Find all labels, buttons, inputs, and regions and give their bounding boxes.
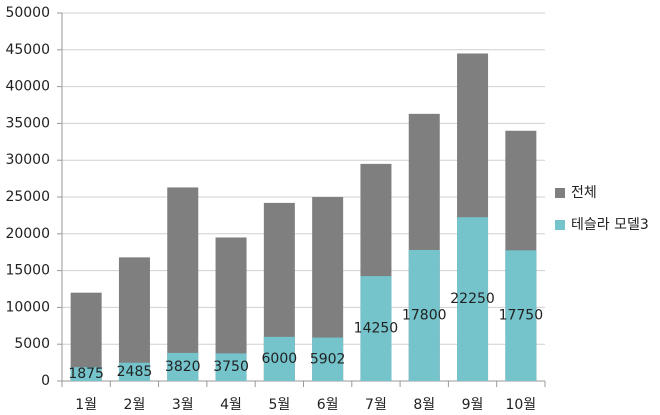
bar bbox=[215, 353, 247, 381]
data-label: 22250 bbox=[450, 291, 495, 307]
bar bbox=[360, 276, 392, 381]
x-tick-label: 3월 bbox=[172, 397, 194, 413]
bar bbox=[118, 362, 150, 381]
legend-swatch bbox=[555, 188, 565, 198]
x-tick-label: 2월 bbox=[124, 397, 146, 413]
bar bbox=[70, 367, 102, 381]
x-tick-label: 5월 bbox=[268, 397, 290, 413]
data-label: 2485 bbox=[117, 364, 153, 380]
legend-swatch bbox=[555, 220, 565, 230]
y-tick-label: 25000 bbox=[5, 189, 50, 205]
data-label: 17800 bbox=[402, 307, 447, 323]
x-tick-label: 1월 bbox=[75, 397, 97, 413]
bar bbox=[457, 217, 489, 381]
legend-label: 테슬라 모델3 bbox=[571, 217, 649, 233]
bar bbox=[408, 249, 440, 381]
bar bbox=[167, 187, 199, 381]
x-tick-label: 9월 bbox=[462, 397, 484, 413]
bar bbox=[167, 352, 199, 381]
x-tick-label: 8월 bbox=[413, 397, 435, 413]
data-label: 5902 bbox=[310, 351, 346, 367]
bar bbox=[312, 337, 344, 381]
bar bbox=[118, 257, 150, 381]
bar bbox=[70, 292, 102, 381]
data-label: 6000 bbox=[262, 351, 298, 367]
data-label: 1875 bbox=[68, 366, 104, 382]
data-label: 3750 bbox=[213, 359, 249, 375]
y-tick-label: 10000 bbox=[5, 299, 50, 315]
data-label: 17750 bbox=[499, 308, 544, 324]
x-tick-label: 6월 bbox=[317, 397, 339, 413]
bar bbox=[505, 250, 537, 381]
x-tick-label: 10월 bbox=[505, 397, 536, 413]
y-tick-label: 50000 bbox=[5, 5, 50, 21]
y-tick-label: 20000 bbox=[5, 226, 50, 242]
data-label: 3820 bbox=[165, 359, 201, 375]
y-tick-label: 30000 bbox=[5, 152, 50, 168]
y-tick-label: 5000 bbox=[14, 336, 50, 352]
y-tick-label: 40000 bbox=[5, 79, 50, 95]
data-label: 14250 bbox=[354, 321, 399, 337]
y-tick-label: 15000 bbox=[5, 263, 50, 279]
bar bbox=[263, 336, 295, 381]
x-tick-label: 7월 bbox=[365, 397, 387, 413]
x-tick-label: 4월 bbox=[220, 397, 242, 413]
y-tick-label: 0 bbox=[41, 373, 50, 389]
y-tick-label: 45000 bbox=[5, 42, 50, 58]
legend-label: 전체 bbox=[571, 185, 597, 201]
y-tick-label: 35000 bbox=[5, 115, 50, 131]
